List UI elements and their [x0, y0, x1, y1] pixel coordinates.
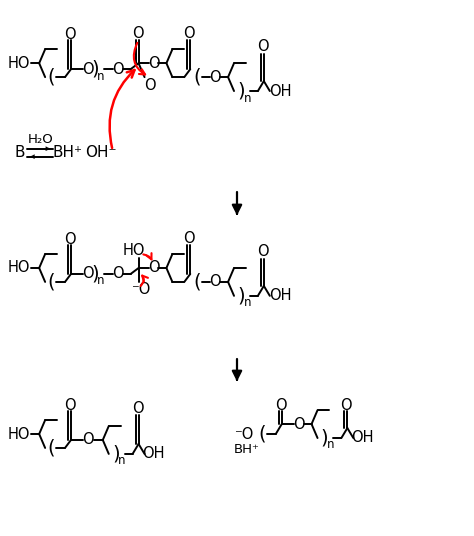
- Text: O: O: [64, 398, 76, 413]
- Text: OH: OH: [270, 288, 292, 303]
- Text: n: n: [244, 92, 252, 105]
- Text: O: O: [340, 398, 352, 413]
- Text: B: B: [14, 145, 25, 160]
- Text: (: (: [47, 272, 55, 292]
- Text: ⁻O: ⁻O: [234, 427, 254, 442]
- Text: O: O: [132, 26, 144, 41]
- Text: HO: HO: [8, 260, 30, 276]
- Text: ): ): [321, 428, 328, 448]
- Text: O: O: [148, 260, 159, 276]
- Text: O: O: [82, 433, 94, 448]
- Text: O: O: [64, 27, 76, 42]
- Text: O: O: [82, 266, 94, 281]
- Text: n: n: [244, 296, 252, 309]
- Text: ⁻O: ⁻O: [131, 282, 150, 297]
- Text: O: O: [112, 266, 124, 281]
- Text: (: (: [47, 438, 55, 457]
- Text: ): ): [91, 264, 99, 284]
- Text: OH: OH: [270, 84, 292, 99]
- Text: ): ): [237, 81, 245, 101]
- Text: O: O: [144, 78, 155, 93]
- Text: ): ): [91, 59, 99, 79]
- Text: O: O: [275, 398, 287, 413]
- Text: ): ): [237, 286, 245, 306]
- Text: O: O: [210, 274, 221, 289]
- Text: n: n: [97, 70, 105, 83]
- Text: ): ): [112, 444, 119, 464]
- Text: O: O: [148, 56, 159, 71]
- Text: HO: HO: [122, 243, 145, 258]
- Text: OH⁻: OH⁻: [85, 145, 117, 160]
- Text: O: O: [112, 62, 124, 77]
- Text: O: O: [257, 243, 269, 258]
- Text: HO: HO: [8, 56, 30, 71]
- Text: O: O: [64, 232, 76, 247]
- Text: O: O: [82, 62, 94, 77]
- Text: (: (: [193, 68, 201, 87]
- Text: (: (: [47, 68, 55, 87]
- Text: O: O: [183, 26, 195, 41]
- Text: (: (: [258, 425, 265, 443]
- Text: O: O: [210, 70, 221, 85]
- Text: n: n: [118, 455, 126, 467]
- Text: O: O: [132, 401, 144, 416]
- Text: n: n: [327, 438, 334, 451]
- Text: HO: HO: [8, 427, 30, 442]
- Text: O: O: [257, 39, 269, 54]
- Text: O: O: [183, 230, 195, 245]
- Text: n: n: [97, 274, 105, 287]
- Text: OH: OH: [142, 446, 165, 461]
- Text: BH⁺: BH⁺: [52, 145, 82, 160]
- Text: O: O: [293, 416, 304, 431]
- Text: (: (: [193, 272, 201, 292]
- Text: BH⁺: BH⁺: [234, 443, 260, 457]
- Text: OH: OH: [351, 430, 374, 445]
- Text: H₂O: H₂O: [27, 133, 53, 146]
